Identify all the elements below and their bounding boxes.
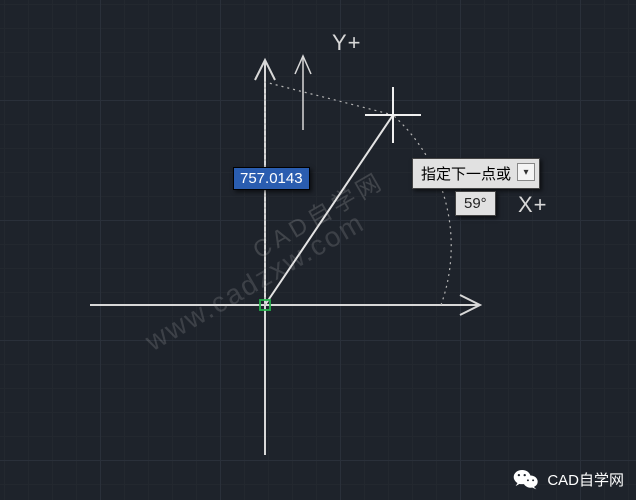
drawing-layer: [0, 0, 636, 500]
current-line: [265, 115, 393, 305]
distance-value: 757.0143: [234, 168, 309, 189]
angle-input[interactable]: 59°: [455, 191, 496, 216]
y-axis-label: Y+: [332, 30, 362, 56]
command-prompt-text: 指定下一点或: [421, 166, 511, 183]
angle-arc: [394, 116, 451, 305]
prompt-dropdown-icon[interactable]: ▾: [517, 163, 535, 181]
angle-value: 59°: [464, 195, 487, 212]
footer-brand: CAD自学网: [513, 468, 624, 490]
footer-brand-text: CAD自学网: [547, 469, 624, 490]
command-prompt-tooltip[interactable]: 指定下一点或 ▾: [412, 158, 540, 189]
wechat-icon: [513, 468, 539, 490]
x-axis-label: X+: [518, 192, 548, 218]
distance-input[interactable]: 757.0143: [233, 167, 310, 190]
